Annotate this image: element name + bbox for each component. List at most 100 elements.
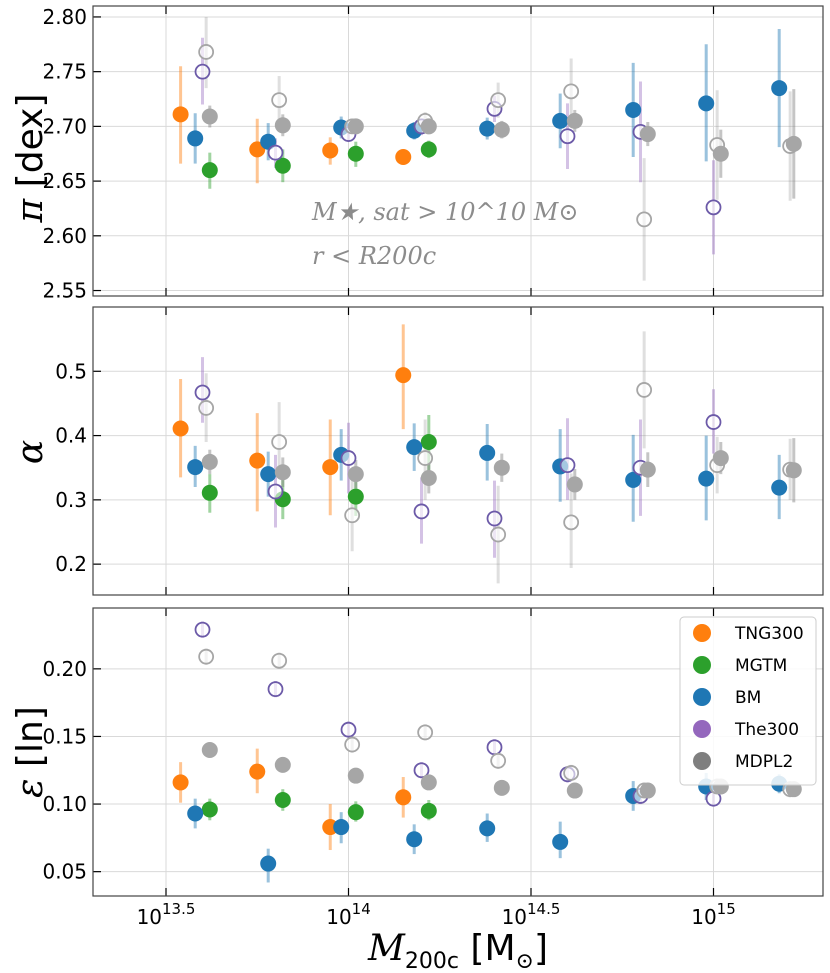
data-point-mgtm-filled [274,157,291,174]
data-point-mdpl2-filled [566,112,583,129]
x-tick-label: 1014.5 [502,900,561,929]
data-point-mdpl2-filled [785,135,802,152]
x-tick-label-exponent: 14 [352,900,371,918]
data-point-bm-filled [479,120,496,137]
data-point-tng300-filled [172,106,189,123]
panel-1-y-tick-label: 2.60 [42,224,87,248]
data-point-mdpl2-open [490,526,507,543]
data-point-mdpl2-filled [201,453,218,470]
data-point-mdpl2-filled [639,782,656,799]
legend-label-mgtm: MGTM [735,656,787,676]
data-point-mdpl2-open [490,92,507,109]
x-tick-label: 1013.5 [137,900,196,929]
data-point-bm-filled [552,833,569,850]
x-axis-label-units-close: ] [534,928,548,969]
x-tick-label-base: 10 [137,905,162,929]
data-point-mdpl2-filled [274,756,291,773]
data-point-bm-filled [187,805,204,822]
data-point-mdpl2-open [344,507,361,524]
panel-2: 0.2 0.3 0.4 0.5 [55,306,824,596]
x-tick-label-base: 10 [326,905,351,929]
legend-marker-mgtm [693,656,711,674]
legend-box [679,616,817,786]
data-point-the300-open [705,199,722,216]
data-point-mdpl2-filled [274,117,291,134]
data-point-mdpl2-filled [493,779,510,796]
panel-1-ylabel-unit: [dex] [10,94,51,188]
panel-1-frame [92,5,824,297]
data-point-mdpl2-filled [712,450,729,467]
panel-2-ylabel-symbol: α [10,440,51,464]
data-point-the300-open [194,63,211,80]
data-point-mgtm-filled [347,145,364,162]
data-point-mgtm-filled [347,488,364,505]
data-point-tng300-filled [322,459,339,476]
panel-1-y-tick-label: 2.70 [42,114,87,138]
data-point-mdpl2-open [417,450,434,466]
x-tick-label-exponent: 14.5 [527,900,560,918]
x-axis-label-units: [M [470,928,515,969]
annotation-mass-cut: M★, sat > 10^10 M⊙ [311,198,578,226]
x-axis-label-main: M [367,928,406,969]
data-point-mdpl2-filled [420,774,437,791]
legend-marker-tng300 [693,624,711,642]
data-point-the300-open [194,384,211,401]
data-point-mdpl2-open [563,83,580,100]
panel-3-y-tick-label: 0.15 [42,724,87,748]
data-point-tng300-filled [172,420,189,437]
legend-label-bm: BM [735,688,761,708]
data-point-bm-filled [771,80,788,97]
data-point-mgtm-filled [420,802,437,819]
data-point-mdpl2-open [271,434,288,450]
panel-3-frame [92,607,824,897]
annotation-radius-cut: r < R200c [312,242,436,270]
x-axis-label: M200c [M⊙] [367,928,548,973]
data-point-mdpl2-open [563,765,580,781]
data-point-mgtm-filled [201,162,218,179]
data-point-tng300-filled [395,789,412,806]
data-point-mdpl2-filled [274,464,291,481]
data-point-bm-filled [406,831,423,848]
data-point-the300-open [413,503,430,520]
data-point-the300-open [486,510,503,527]
data-point-mdpl2-filled [493,459,510,476]
data-point-mdpl2-open [198,400,215,416]
data-point-mdpl2-filled [420,118,437,135]
data-point-mgtm-filled [420,141,437,158]
legend: TNG300 MGTM BM The300 MDPL2 [679,616,817,786]
panel-1-y-tick-label: 2.55 [42,279,87,303]
data-point-mdpl2-filled [420,470,437,486]
data-point-mgtm-filled [274,792,291,808]
panel-2-y-tick-label: 0.2 [55,552,87,576]
data-point-tng300-filled [322,819,339,836]
data-point-the300-open [267,144,284,161]
legend-label-tng300: TNG300 [734,624,804,644]
data-point-bm-filled [625,471,642,488]
data-point-bm-filled [187,459,204,476]
x-tick-label-exponent: 15 [717,900,736,918]
panel-3-ylabel-symbol: ε [10,779,51,798]
data-point-mdpl2-open [271,92,288,109]
data-point-tng300-filled [172,774,189,791]
data-point-tng300-filled [395,367,412,384]
panel-1-y-tick-label: 2.75 [42,60,87,84]
data-point-bm-filled [333,819,350,836]
x-tick-label: 1014 [326,900,371,929]
data-point-mgtm-filled [201,801,218,818]
data-point-bm-filled [771,479,788,496]
panel-2-y-tick-label: 0.3 [55,488,87,512]
data-point-mdpl2-filled [785,462,802,479]
data-point-bm-filled [479,444,496,461]
data-point-mgtm-filled [201,484,218,501]
data-point-the300-open [267,483,284,500]
data-point-mdpl2-filled [201,108,218,125]
data-point-mdpl2-filled [712,145,729,162]
panel-3: 0.05 0.10 0.15 0.20 [42,607,824,897]
data-point-mdpl2-filled [347,767,364,784]
data-point-mgtm-filled [347,804,364,821]
data-point-the300-open [413,762,430,779]
panels-layer: 2.55 2.60 2.65 2.70 2.75 2.80 0.2 0.3 0.4 0.5 0.05… [42,5,824,929]
data-point-mdpl2-filled [347,466,364,483]
data-point-mgtm-filled [420,434,437,450]
